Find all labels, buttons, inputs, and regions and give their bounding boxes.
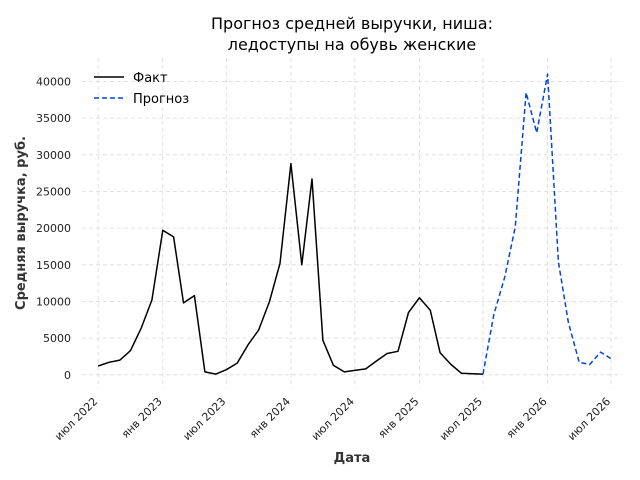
x-tick-label: июл 2026 xyxy=(565,395,613,443)
y-tick-label: 15000 xyxy=(36,259,71,272)
chart-title-line-2: ледоступы на обувь женские xyxy=(228,35,477,54)
series-lines xyxy=(97,73,612,375)
y-tick-label: 25000 xyxy=(36,185,71,198)
series-line-forecast xyxy=(482,73,612,375)
legend: Факт Прогноз xyxy=(94,71,189,107)
legend-label-forecast: Прогноз xyxy=(133,92,189,107)
x-tick-label: июл 2024 xyxy=(309,395,357,443)
x-axis-ticks: июл 2022 янв 2023 июл 2023 янв 2024 июл 2024… xyxy=(52,395,613,443)
y-tick-label: 10000 xyxy=(36,295,71,308)
y-tick-label: 30000 xyxy=(36,149,71,162)
x-axis-label: Дата xyxy=(334,451,371,466)
y-axis-label: Средняя выручка, руб. xyxy=(14,136,29,310)
x-tick-label: июл 2025 xyxy=(437,395,485,443)
y-tick-label: 40000 xyxy=(36,75,71,88)
x-tick-label: янв 2025 xyxy=(376,395,422,441)
series-line-fact xyxy=(97,162,484,375)
x-tick-label: июл 2022 xyxy=(52,395,100,443)
grid xyxy=(82,58,622,388)
legend-label-fact: Факт xyxy=(133,71,168,86)
y-axis-ticks: 0 5000 10000 15000 20000 25000 30000 35000 40000 xyxy=(36,75,71,381)
x-tick-label: янв 2026 xyxy=(504,395,550,441)
y-tick-label: 20000 xyxy=(36,222,71,235)
y-tick-label: 5000 xyxy=(43,332,71,345)
chart-title-line-1: Прогноз средней выручки, ниша: xyxy=(211,14,493,33)
x-tick-label: янв 2023 xyxy=(119,395,165,441)
x-tick-label: янв 2024 xyxy=(247,395,293,441)
y-tick-label: 0 xyxy=(64,369,71,382)
y-tick-label: 35000 xyxy=(36,112,71,125)
x-tick-label: июл 2023 xyxy=(180,395,228,443)
